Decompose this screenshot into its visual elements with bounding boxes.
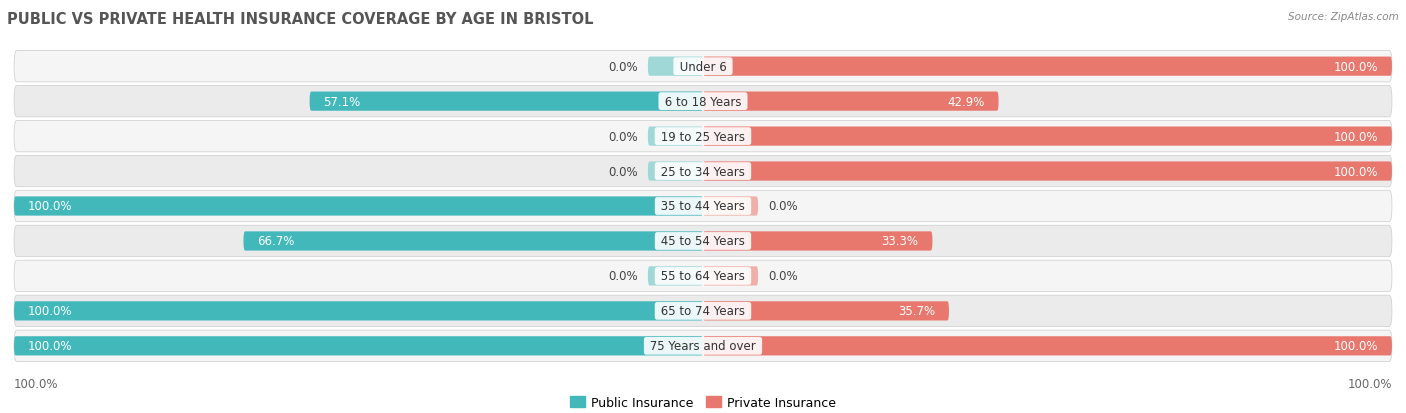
FancyBboxPatch shape xyxy=(703,162,1392,181)
Text: 35.7%: 35.7% xyxy=(898,305,935,318)
FancyBboxPatch shape xyxy=(703,267,758,286)
FancyBboxPatch shape xyxy=(703,127,1392,146)
Text: 100.0%: 100.0% xyxy=(1334,165,1378,178)
Text: 33.3%: 33.3% xyxy=(882,235,918,248)
FancyBboxPatch shape xyxy=(703,57,1392,76)
FancyBboxPatch shape xyxy=(703,337,1392,356)
Text: 100.0%: 100.0% xyxy=(14,377,59,390)
Text: 75 Years and over: 75 Years and over xyxy=(647,339,759,352)
FancyBboxPatch shape xyxy=(648,57,703,76)
Text: Source: ZipAtlas.com: Source: ZipAtlas.com xyxy=(1288,12,1399,22)
Text: 66.7%: 66.7% xyxy=(257,235,295,248)
Text: PUBLIC VS PRIVATE HEALTH INSURANCE COVERAGE BY AGE IN BRISTOL: PUBLIC VS PRIVATE HEALTH INSURANCE COVER… xyxy=(7,12,593,27)
Text: 100.0%: 100.0% xyxy=(28,305,72,318)
FancyBboxPatch shape xyxy=(703,301,949,321)
FancyBboxPatch shape xyxy=(243,232,703,251)
FancyBboxPatch shape xyxy=(14,197,703,216)
FancyBboxPatch shape xyxy=(648,267,703,286)
FancyBboxPatch shape xyxy=(14,301,703,321)
FancyBboxPatch shape xyxy=(648,162,703,181)
Text: 100.0%: 100.0% xyxy=(1334,130,1378,143)
FancyBboxPatch shape xyxy=(14,295,1392,327)
Text: 100.0%: 100.0% xyxy=(28,339,72,352)
FancyBboxPatch shape xyxy=(14,330,1392,362)
FancyBboxPatch shape xyxy=(14,225,1392,257)
FancyBboxPatch shape xyxy=(703,232,932,251)
Text: 65 to 74 Years: 65 to 74 Years xyxy=(657,305,749,318)
Text: 100.0%: 100.0% xyxy=(28,200,72,213)
Legend: Public Insurance, Private Insurance: Public Insurance, Private Insurance xyxy=(565,391,841,413)
Text: 25 to 34 Years: 25 to 34 Years xyxy=(657,165,749,178)
Text: 57.1%: 57.1% xyxy=(323,95,361,108)
Text: 35 to 44 Years: 35 to 44 Years xyxy=(657,200,749,213)
FancyBboxPatch shape xyxy=(703,197,758,216)
FancyBboxPatch shape xyxy=(309,92,703,112)
FancyBboxPatch shape xyxy=(703,92,998,112)
Text: 100.0%: 100.0% xyxy=(1334,339,1378,352)
FancyBboxPatch shape xyxy=(14,191,1392,222)
FancyBboxPatch shape xyxy=(14,156,1392,188)
FancyBboxPatch shape xyxy=(14,51,1392,83)
FancyBboxPatch shape xyxy=(14,337,703,356)
Text: 0.0%: 0.0% xyxy=(607,130,637,143)
Text: 100.0%: 100.0% xyxy=(1334,61,1378,74)
FancyBboxPatch shape xyxy=(14,86,1392,118)
Text: 45 to 54 Years: 45 to 54 Years xyxy=(657,235,749,248)
Text: 55 to 64 Years: 55 to 64 Years xyxy=(657,270,749,283)
Text: 100.0%: 100.0% xyxy=(1347,377,1392,390)
Text: 0.0%: 0.0% xyxy=(769,200,799,213)
Text: Under 6: Under 6 xyxy=(676,61,730,74)
Text: 0.0%: 0.0% xyxy=(769,270,799,283)
Text: 0.0%: 0.0% xyxy=(607,270,637,283)
Text: 19 to 25 Years: 19 to 25 Years xyxy=(657,130,749,143)
FancyBboxPatch shape xyxy=(14,121,1392,152)
Text: 0.0%: 0.0% xyxy=(607,61,637,74)
Text: 42.9%: 42.9% xyxy=(948,95,984,108)
FancyBboxPatch shape xyxy=(648,127,703,146)
FancyBboxPatch shape xyxy=(14,261,1392,292)
Text: 6 to 18 Years: 6 to 18 Years xyxy=(661,95,745,108)
Text: 0.0%: 0.0% xyxy=(607,165,637,178)
